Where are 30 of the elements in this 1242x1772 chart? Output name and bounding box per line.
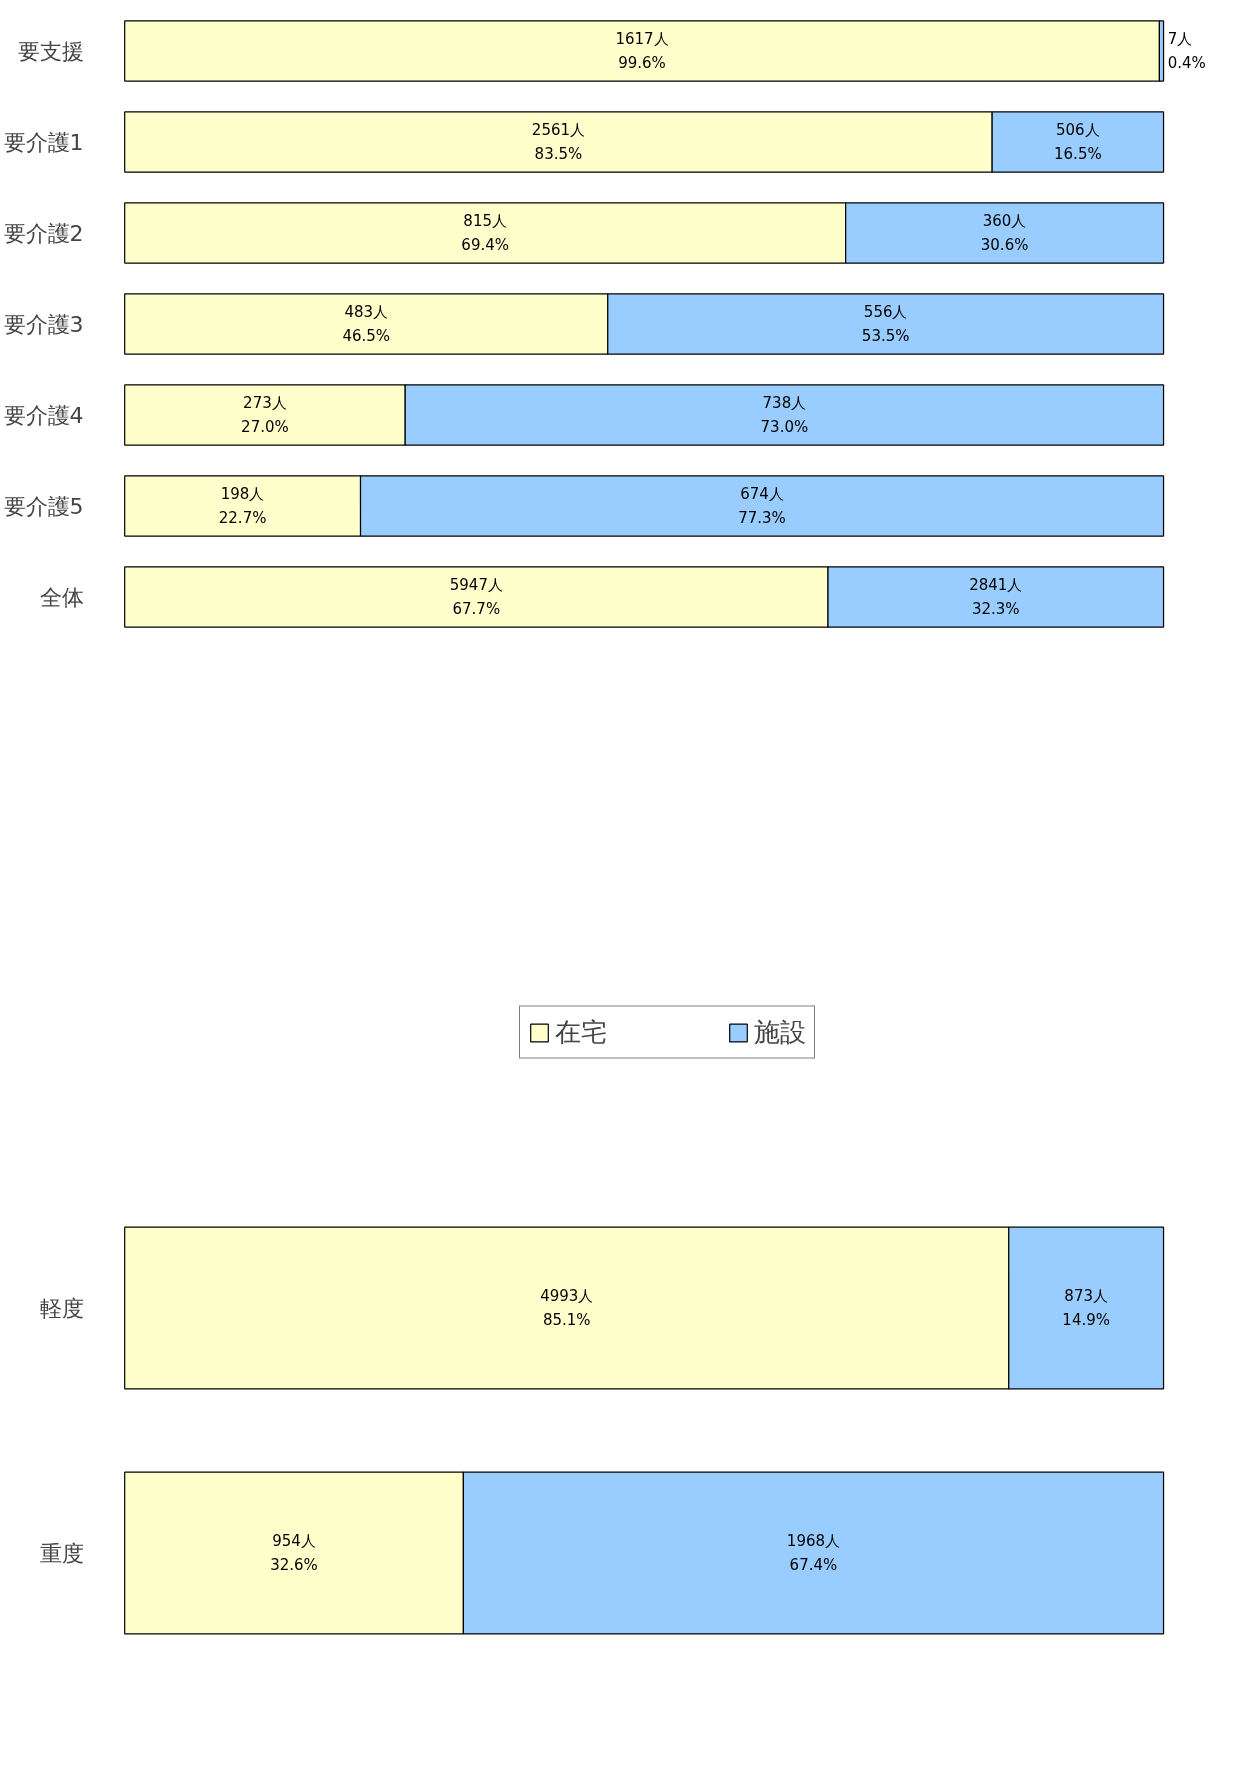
data-label: 815人 69.4% xyxy=(461,212,510,254)
bar xyxy=(124,20,1160,82)
y-tick-label: 重度 xyxy=(39,1540,84,1566)
y-tick-label: 要介護3 xyxy=(3,311,84,337)
data-label: 2561人 83.5% xyxy=(531,121,586,163)
data-label: 556人 53.5% xyxy=(861,303,910,345)
y-tick-label: 要支援 xyxy=(17,38,84,64)
data-label: 360人 30.6% xyxy=(980,212,1029,254)
data-label: 738人 73.0% xyxy=(760,394,809,436)
data-label: 2841人 32.3% xyxy=(969,576,1023,618)
data-label: 1968人 67.4% xyxy=(786,1532,841,1574)
data-label: 506人 16.5% xyxy=(1054,121,1102,163)
data-label: 273人 27.0% xyxy=(241,394,289,436)
data-label: 954人 32.6% xyxy=(270,1532,318,1574)
data-label: 483人 46.5% xyxy=(342,303,391,345)
data-label: 1617人 99.6% xyxy=(615,30,669,72)
data-label: 4993人 85.1% xyxy=(540,1287,594,1329)
y-tick-label: 軽度 xyxy=(39,1295,84,1321)
y-tick-label: 要介護2 xyxy=(3,220,84,246)
data-label: 198人 22.7% xyxy=(218,485,267,527)
y-tick-label: 要介護4 xyxy=(3,402,84,428)
legend-label: 在宅 xyxy=(555,1015,607,1049)
legend-label: 施設 xyxy=(754,1015,806,1049)
data-label: 7人 0.4% xyxy=(1167,30,1206,72)
data-label: 674人 77.3% xyxy=(738,485,786,527)
data-label: 873人 14.9% xyxy=(1062,1287,1110,1329)
y-tick-label: 全体 xyxy=(39,584,84,610)
data-label: 5947人 67.7% xyxy=(449,576,503,618)
y-tick-label: 要介護5 xyxy=(3,493,84,519)
y-tick-label: 要介護1 xyxy=(3,129,84,155)
